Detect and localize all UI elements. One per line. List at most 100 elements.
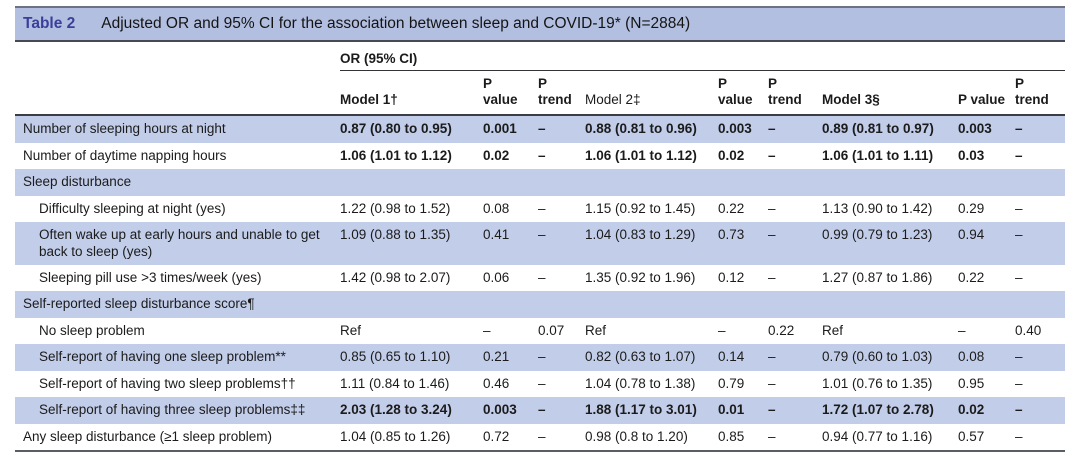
data-cell xyxy=(1015,169,1065,195)
data-cell: 0.72 xyxy=(483,428,510,444)
data-cell: – xyxy=(538,269,546,285)
data-cell: 1.09 (0.88 to 1.35) xyxy=(340,227,451,243)
row-label: Self-report of having two sleep problems… xyxy=(39,375,296,391)
column-header: Model 3§ xyxy=(822,70,958,117)
row-label: Sleeping pill use >3 times/week (yes) xyxy=(39,269,262,285)
data-cell: – xyxy=(1015,375,1023,391)
data-cell xyxy=(340,169,483,195)
data-cell: 0.94 xyxy=(958,227,985,243)
table-row: Self-report of having three sleep proble… xyxy=(15,397,1066,424)
data-cell: – xyxy=(768,147,776,163)
data-cell: 0.07 xyxy=(538,322,565,338)
data-cell xyxy=(718,169,768,195)
data-cell xyxy=(483,291,538,317)
data-cell: – xyxy=(768,121,776,137)
data-cell: – xyxy=(1015,147,1023,163)
data-cell: 0.03 xyxy=(958,147,985,163)
data-cell xyxy=(1015,291,1065,317)
row-label: Often wake up at early hours and unable … xyxy=(39,227,320,259)
data-cell: 0.001 xyxy=(483,121,517,137)
data-cell: – xyxy=(538,147,546,163)
data-cell: – xyxy=(1015,227,1023,243)
data-cell: 0.85 xyxy=(718,428,745,444)
row-label: Number of sleeping hours at night xyxy=(23,121,226,137)
data-cell: 0.14 xyxy=(718,349,745,365)
data-cell: 1.11 (0.84 to 1.46) xyxy=(340,375,450,391)
data-cell: 0.003 xyxy=(958,121,992,137)
table-row: Self-report of having two sleep problems… xyxy=(15,371,1065,397)
data-cell xyxy=(340,291,483,317)
data-cell: 0.29 xyxy=(958,200,985,216)
data-cell: – xyxy=(768,269,776,285)
column-header: Model 1† xyxy=(340,70,483,117)
row-label: Any sleep disturbance (≥1 sleep problem) xyxy=(23,428,273,444)
data-cell: – xyxy=(768,200,776,216)
data-cell: 0.41 xyxy=(483,227,510,243)
data-cell: – xyxy=(538,227,546,243)
data-cell: 1.72 (1.07 to 2.78) xyxy=(822,402,934,418)
data-cell xyxy=(958,169,1015,195)
column-header-row: Model 1† P value P trend Model 2‡ P value P t… xyxy=(15,70,1066,117)
data-cell: – xyxy=(768,227,776,243)
data-cell xyxy=(718,291,768,317)
data-cell: 1.06 (1.01 to 1.12) xyxy=(340,147,452,163)
row-label: Number of daytime napping hours xyxy=(23,147,227,163)
data-cell: 0.79 xyxy=(718,375,745,391)
data-cell: 1.35 (0.92 to 1.96) xyxy=(585,269,696,285)
data-cell xyxy=(768,169,822,195)
data-cell: 0.01 xyxy=(718,402,745,418)
data-cell: 0.57 xyxy=(958,428,985,444)
group-header-row: OR (95% CI) xyxy=(15,42,1066,72)
row-label: Self-report of having three sleep proble… xyxy=(39,402,306,418)
column-header xyxy=(15,70,340,117)
data-cell: 0.22 xyxy=(718,200,745,216)
data-cell: 0.22 xyxy=(768,322,795,338)
data-cell: 0.02 xyxy=(718,147,745,163)
data-cell: – xyxy=(768,402,776,418)
row-label: Sleep disturbance xyxy=(23,174,132,190)
data-cell: 0.02 xyxy=(483,147,510,163)
data-cell: – xyxy=(1015,402,1023,418)
table-row: Self-report of having one sleep problem*… xyxy=(15,344,1066,371)
data-cell: 0.12 xyxy=(718,269,745,285)
column-header: P trend xyxy=(768,70,822,117)
data-cell: Ref xyxy=(822,322,844,338)
data-cell: 1.15 (0.92 to 1.45) xyxy=(585,200,696,216)
table-row: Any sleep disturbance (≥1 sleep problem)… xyxy=(15,424,1065,451)
data-cell: 0.06 xyxy=(483,269,510,285)
data-cell xyxy=(822,169,958,195)
data-cell: 0.46 xyxy=(483,375,510,391)
data-cell: 1.04 (0.78 to 1.38) xyxy=(585,375,696,391)
data-cell: 0.08 xyxy=(483,200,510,216)
data-cell: 2.03 (1.28 to 3.24) xyxy=(340,402,452,418)
data-cell: 0.94 (0.77 to 1.16) xyxy=(822,428,933,444)
data-cell xyxy=(768,291,822,317)
data-cell: 0.003 xyxy=(483,402,517,418)
data-cell xyxy=(538,169,585,195)
data-cell: – xyxy=(538,349,546,365)
or-ci-group-header: OR (95% CI) xyxy=(340,42,1066,72)
data-cell: – xyxy=(1015,269,1023,285)
data-cell: 0.73 xyxy=(718,227,745,243)
row-label: Difficulty sleeping at night (yes) xyxy=(39,200,226,216)
data-cell: 0.95 xyxy=(958,375,985,391)
table-row: Sleeping pill use >3 times/week (yes) 1.4… xyxy=(15,265,1065,291)
section-row: Sleep disturbance xyxy=(15,169,1066,196)
data-cell: – xyxy=(483,322,491,338)
column-header: Model 2‡ xyxy=(585,70,718,117)
data-cell: – xyxy=(1015,200,1023,216)
data-cell xyxy=(822,291,958,317)
data-cell: 0.98 (0.8 to 1.20) xyxy=(585,428,688,444)
table-row: Number of daytime napping hours 1.06 (1.0… xyxy=(15,143,1065,169)
data-cell: 1.27 (0.87 to 1.86) xyxy=(822,269,933,285)
data-cell: – xyxy=(718,322,726,338)
data-cell: 0.08 xyxy=(958,349,985,365)
table-number: Table 2 xyxy=(23,15,76,32)
table-title: Adjusted OR and 95% CI for the associati… xyxy=(101,15,691,32)
data-cell: 0.99 (0.79 to 1.23) xyxy=(822,227,933,243)
data-cell: 1.06 (1.01 to 1.12) xyxy=(585,147,697,163)
data-cell: 1.13 (0.90 to 1.42) xyxy=(822,200,933,216)
data-cell xyxy=(585,169,718,195)
data-cell: Ref xyxy=(585,322,607,338)
data-cell: Ref xyxy=(340,322,362,338)
